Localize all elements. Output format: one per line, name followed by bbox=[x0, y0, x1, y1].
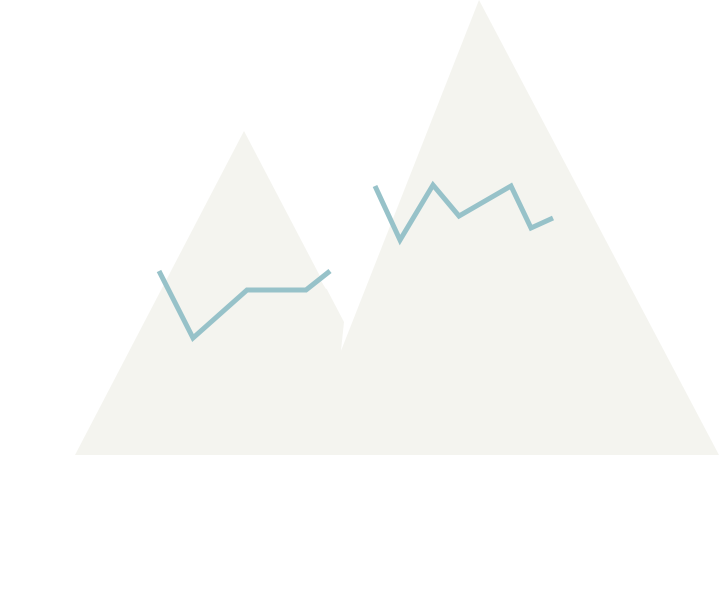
left-mountain bbox=[75, 131, 344, 455]
right-snow-line bbox=[372, 180, 555, 246]
right-mountain bbox=[300, 0, 719, 455]
left-snow-line bbox=[156, 269, 332, 343]
